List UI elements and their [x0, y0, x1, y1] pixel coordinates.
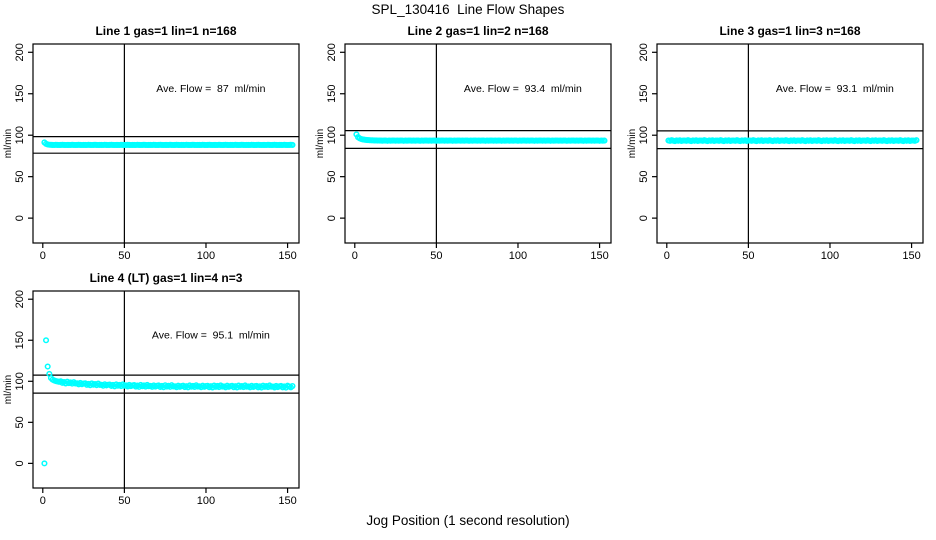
x-tick-label: 150	[590, 250, 608, 262]
x-tick-label: 150	[278, 495, 296, 507]
data-points	[665, 137, 920, 145]
y-tick-label: 150	[14, 85, 26, 103]
data-point	[289, 141, 296, 148]
data-point	[289, 383, 296, 390]
x-tick-label: 100	[197, 495, 215, 507]
y-tick-label: 150	[14, 331, 26, 349]
y-tick-label: 200	[14, 43, 26, 61]
subplot-line-2-canvas: Line 2 gas=1 lin=2 n=168 0 50 100 150 0 50 100…	[315, 24, 612, 262]
y-tick-label: 100	[638, 126, 650, 144]
plot-area: 0 50 100 150 0 50 100 150 200 ml/min	[315, 43, 612, 262]
subplot-title: Line 4 (LT) gas=1 lin=4 n=3	[90, 271, 243, 285]
data-points	[41, 337, 296, 467]
axes	[28, 290, 300, 493]
ave-flow-annotation: Ave. Flow = 87 ml/min	[156, 83, 265, 95]
y-tick-label: 50	[326, 171, 338, 183]
subplot-line-3-canvas: Line 3 gas=1 lin=3 n=168 0 50 100 150 0 50 100…	[627, 24, 924, 262]
y-axis-label: ml/min	[315, 129, 326, 158]
x-tick-label: 150	[902, 250, 920, 262]
y-axis-label: ml/min	[627, 129, 638, 158]
y-tick-label: 200	[326, 43, 338, 61]
x-tick-label: 100	[509, 250, 527, 262]
y-axis-label: ml/min	[3, 375, 14, 404]
y-tick-label: 0	[326, 215, 338, 221]
ave-flow-annotation: Ave. Flow = 93.4 ml/min	[464, 83, 582, 95]
plot-area: 0 50 100 150 0 50 100 150 200 ml/min	[3, 290, 300, 507]
y-tick-label: 50	[14, 416, 26, 428]
y-tick-label: 100	[326, 126, 338, 144]
y-tick-label: 0	[638, 215, 650, 221]
y-tick-label: 0	[14, 460, 26, 466]
plot-box	[656, 43, 924, 244]
subplot-title: Line 2 gas=1 lin=2 n=168	[407, 24, 548, 38]
ave-flow-annotation: Ave. Flow = 95.1 ml/min	[152, 330, 270, 342]
data-point	[43, 337, 50, 344]
subplot-title: Line 3 gas=1 lin=3 n=168	[719, 24, 860, 38]
subplot-line-4-canvas: Line 4 (LT) gas=1 lin=4 n=3 0 50 100 150 0 50…	[3, 271, 300, 507]
plot-box	[344, 43, 612, 244]
plot-box	[32, 43, 300, 244]
x-tick-label: 0	[40, 250, 46, 262]
y-tick-label: 50	[14, 171, 26, 183]
data-point	[601, 137, 608, 144]
x-axis-label: Jog Position (1 second resolution)	[366, 513, 570, 528]
x-tick-label: 0	[352, 250, 358, 262]
axes	[652, 43, 924, 248]
y-tick-label: 0	[14, 215, 26, 221]
x-tick-label: 50	[430, 250, 442, 262]
x-tick-label: 0	[664, 250, 670, 262]
y-tick-label: 150	[326, 85, 338, 103]
x-tick-label: 150	[278, 250, 296, 262]
x-tick-label: 50	[118, 250, 130, 262]
ave-flow-annotation: Ave. Flow = 93.1 ml/min	[776, 83, 894, 95]
y-axis-label: ml/min	[3, 129, 14, 158]
y-tick-label: 100	[14, 372, 26, 390]
y-tick-label: 100	[14, 126, 26, 144]
plot-area: 0 50 100 150 0 50 100 150 200 ml/min	[3, 43, 300, 262]
subplot-line-1-canvas: Line 1 gas=1 lin=1 n=168 0 50 100 150 0 50 100…	[3, 24, 300, 262]
data-point	[44, 363, 51, 370]
data-point	[41, 460, 48, 467]
x-tick-label: 50	[742, 250, 754, 262]
y-tick-label: 200	[638, 43, 650, 61]
y-tick-label: 200	[14, 290, 26, 308]
subplot-title: Line 1 gas=1 lin=1 n=168	[95, 24, 236, 38]
data-points	[353, 131, 608, 144]
x-tick-label: 50	[118, 495, 130, 507]
data-point	[913, 137, 920, 144]
y-tick-label: 50	[638, 171, 650, 183]
plot-area: 0 50 100 150 0 50 100 150 200 ml/min	[627, 43, 924, 262]
main-title: SPL_130416 Line Flow Shapes	[371, 2, 565, 17]
x-tick-label: 100	[197, 250, 215, 262]
y-tick-label: 150	[638, 85, 650, 103]
x-tick-label: 0	[40, 495, 46, 507]
x-tick-label: 100	[821, 250, 839, 262]
axes	[340, 43, 612, 248]
data-points	[41, 139, 296, 149]
plot-box	[32, 290, 300, 489]
